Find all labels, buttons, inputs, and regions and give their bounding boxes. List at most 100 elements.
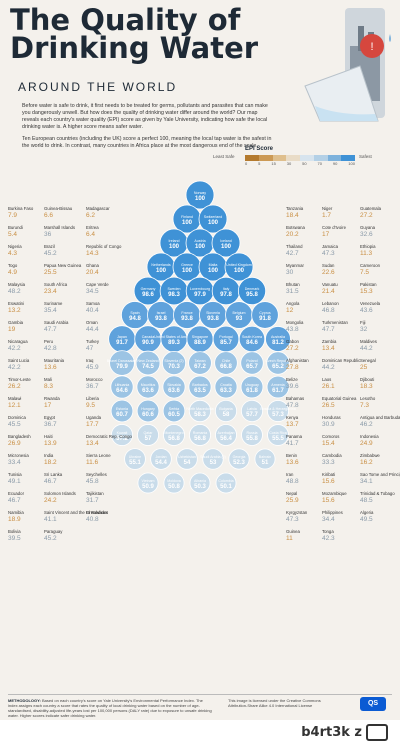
country-name-label: Sao Tome and Principe — [360, 472, 400, 477]
bubble-mark — [189, 424, 211, 446]
bubble-value-label: 79.9 — [116, 364, 128, 370]
bubble-value-label: 63.6 — [142, 388, 154, 394]
country-name-label: Zambia — [322, 339, 337, 344]
bubble-value-label: 95.8 — [246, 292, 258, 298]
bubble-country-label: Russia — [247, 431, 258, 435]
country-name-label: Mauritania — [44, 358, 65, 363]
bubble-mark — [136, 375, 160, 399]
country-value-label: 13.7 — [286, 421, 299, 428]
country-name-label: Timor-Leste — [8, 377, 31, 382]
country-name-label: Antigua and Barbuda — [360, 415, 400, 420]
bubble-country-label: New Zealand — [137, 359, 158, 363]
bubble-country-label: Japan — [117, 335, 127, 339]
bubble-mark — [110, 399, 134, 423]
bubble-value-label: 88.9 — [194, 340, 206, 346]
bubble-value-label: 85.7 — [220, 340, 232, 346]
bubble-country-label: North Macedonia — [186, 407, 213, 411]
country-value-label: 42.8 — [44, 345, 57, 352]
bubble-country-label: Estonia — [116, 407, 128, 411]
country-name-label: Tonga — [322, 529, 334, 534]
bubble-value-label: 84.6 — [246, 340, 258, 346]
country-name-label: Guyana — [360, 225, 376, 230]
bubble-country-label: Luxembourg — [190, 287, 210, 291]
country-value-label: 44.2 — [322, 364, 335, 371]
bubble-country-label: Lithuania — [115, 383, 130, 387]
bubble-value-label: 61.7 — [272, 388, 284, 394]
country-value-label: 13.9 — [44, 440, 57, 447]
bubble-value-label: 91.8 — [259, 316, 271, 322]
bubble-mark — [251, 301, 279, 329]
country-name-label: Guatemala — [360, 206, 382, 211]
legend-tick-label: 0 — [245, 161, 248, 166]
bubble-mark — [136, 399, 160, 423]
legend-ticks: 0 5 15 30 50 70 90 100 — [245, 161, 355, 166]
country-value-label: 44.2 — [360, 345, 373, 352]
bubble-mark — [163, 424, 185, 446]
country-value-label: 30 — [286, 269, 294, 276]
country-name-label: Paraguay — [44, 529, 63, 534]
bubble-mark — [214, 375, 238, 399]
bubble-country-label: Barbados — [192, 383, 208, 387]
bubble-value-label: 97.8 — [220, 292, 232, 298]
bubble-value-label: 63.3 — [220, 388, 232, 394]
country-value-label: 47.3 — [286, 516, 299, 523]
country-name-label: Nigeria — [8, 244, 22, 249]
bubble-value-label: 100 — [208, 220, 219, 226]
country-value-label: 34.5 — [86, 288, 99, 295]
country-value-label: 17 — [44, 402, 52, 409]
bubble-country-label: Czech Republic — [265, 359, 290, 363]
bubble-value-label: 74.5 — [142, 364, 154, 370]
country-value-label: 7.9 — [8, 212, 17, 219]
bubble-mark — [238, 325, 266, 353]
country-value-label: 36 — [44, 231, 52, 238]
bubble-mark — [212, 325, 240, 353]
country-name-label: Cameroon — [360, 263, 381, 268]
bubble-value-label: 63.6 — [168, 388, 180, 394]
bubble-mark — [224, 252, 254, 282]
country-name-label: Papua New Guinea — [44, 263, 82, 268]
bubble-value-label: 54 — [184, 460, 191, 466]
country-name-label: Lebanon — [322, 301, 339, 306]
bubble-mark — [228, 448, 250, 470]
bubble-value-label: 57.2 — [116, 436, 128, 442]
